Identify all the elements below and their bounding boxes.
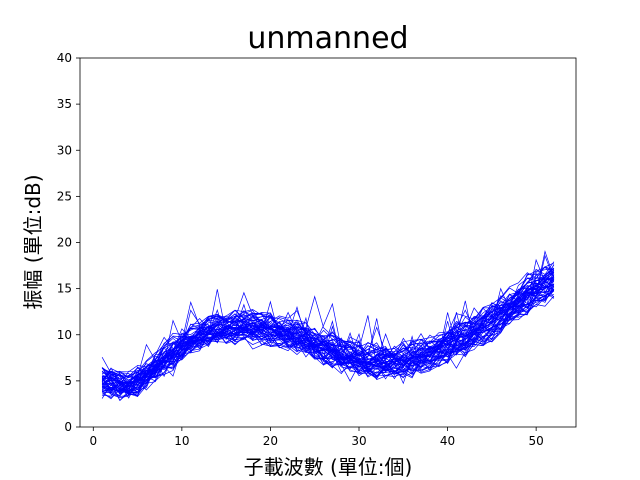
series-line [102, 290, 555, 402]
y-tick-label: 5 [64, 374, 72, 388]
series-line [101, 267, 555, 394]
x-tick-label: 40 [440, 434, 455, 448]
series-line [101, 261, 555, 383]
y-tick-label: 40 [57, 51, 72, 65]
series-line [101, 289, 555, 397]
y-tick-label: 35 [57, 97, 72, 111]
y-axis-ticks: 0 5 10 15 20 25 30 35 40 [57, 51, 80, 434]
y-tick-label: 30 [57, 143, 72, 157]
series-line [101, 284, 555, 399]
series-line [102, 269, 555, 389]
x-tick-label: 50 [529, 434, 544, 448]
x-axis-ticks: 0 10 20 30 40 50 [89, 427, 544, 448]
series-line [102, 250, 555, 393]
series-layer [101, 250, 555, 402]
series-line [102, 286, 555, 399]
x-tick-label: 0 [89, 434, 97, 448]
chart-title: unmanned [247, 21, 408, 56]
x-axis-label: 子載波數 (單位:個) [244, 455, 413, 479]
y-tick-label: 0 [64, 420, 72, 434]
y-tick-label: 25 [57, 189, 72, 203]
y-tick-label: 10 [57, 328, 72, 342]
y-tick-label: 15 [57, 282, 72, 296]
y-tick-label: 20 [57, 236, 72, 250]
series-line [101, 276, 554, 387]
x-tick-label: 10 [174, 434, 189, 448]
series-line [102, 279, 555, 396]
series-line [101, 272, 555, 391]
series-line [101, 268, 555, 388]
y-axis-label: 振幅 (單位:dB) [21, 174, 45, 309]
series-line [101, 272, 555, 399]
x-tick-label: 20 [263, 434, 278, 448]
x-tick-label: 30 [351, 434, 366, 448]
